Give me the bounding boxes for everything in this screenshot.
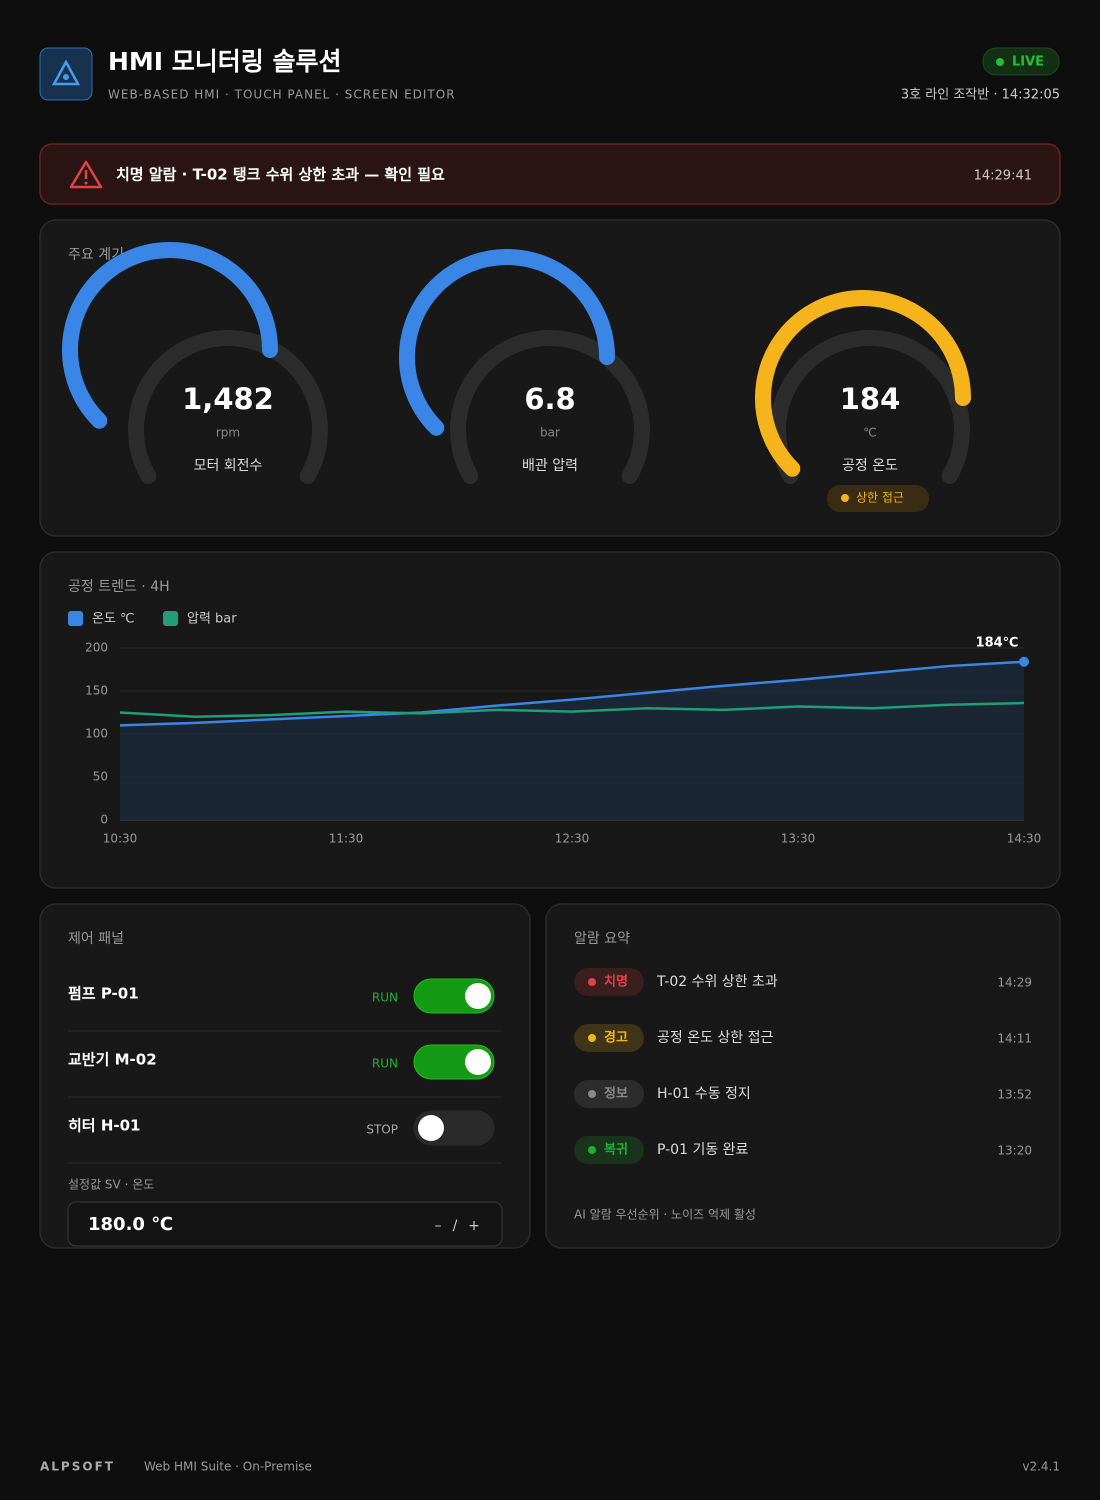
gauge-title: 주요 계기 (68, 247, 124, 263)
alarm-dot (588, 1146, 596, 1154)
alert-icon (69, 160, 103, 189)
alarm-message: H-01 수동 정지 (657, 1086, 751, 1102)
gauge-badge-dot (841, 494, 849, 502)
gauge-track (450, 330, 650, 484)
gauge-value: 6.8 (524, 382, 575, 416)
alarm-dot (588, 1090, 596, 1098)
toggle-knob (418, 1115, 444, 1141)
end-label: 184℃ (976, 635, 1019, 650)
legend-swatch (163, 611, 178, 626)
alarm-badge (574, 1080, 644, 1108)
control-name: 히터 H-01 (68, 1117, 140, 1135)
x-tick-label: 12:30 (555, 832, 590, 846)
line (119, 660, 1025, 727)
x-tick-label: 14:30 (1007, 832, 1042, 846)
live-badge (982, 47, 1060, 76)
legend-swatch (68, 611, 83, 626)
gauge-arc (399, 249, 615, 436)
gauge-value: 1,482 (182, 382, 274, 416)
gauge-unit: bar (540, 426, 560, 440)
control-state: RUN (372, 991, 398, 1005)
toggle-knob (465, 1049, 491, 1075)
control-state: STOP (366, 1123, 398, 1137)
increment-button[interactable]: + (468, 1218, 480, 1234)
alarm-level: 정보 (604, 1086, 628, 1102)
alarm-title: 알람 요약 (574, 931, 630, 947)
separator: / (453, 1218, 458, 1234)
title: HMI 모니터링 솔루션 (108, 47, 342, 76)
line (119, 701, 1025, 719)
control-panel (39, 903, 531, 1249)
alarm-badge (574, 1136, 644, 1164)
alarm-message: T-02 수위 상한 초과 (656, 974, 778, 990)
gauge-badge-text: 상한 접근 (856, 491, 904, 505)
alarm-dot (588, 978, 596, 986)
control-name: 펌프 P-01 (68, 985, 139, 1003)
alarm-level: 치명 (604, 974, 628, 990)
alarm-badge (574, 1024, 644, 1052)
footer-product: Web HMI Suite · On-Premise (144, 1460, 312, 1474)
toggle-knob (465, 983, 491, 1009)
decrement-button[interactable]: – (435, 1218, 442, 1234)
alarm-message: 공정 온도 상한 접근 (657, 1030, 774, 1046)
gauge-unit: rpm (216, 426, 240, 440)
gauge-arc (755, 290, 971, 477)
alarm-time: 13:52 (997, 1088, 1032, 1102)
logo-icon (51, 59, 81, 86)
x-tick-label: 11:30 (329, 832, 364, 846)
live-text: LIVE (1012, 55, 1044, 70)
control-title: 제어 패널 (68, 931, 124, 947)
gauge-label: 모터 회전수 (194, 458, 263, 474)
y-tick-label: 200 (85, 641, 108, 655)
x-tick-label: 10:30 (103, 832, 138, 846)
setpoint-box[interactable] (67, 1201, 503, 1247)
gauge-label: 배관 압력 (522, 458, 578, 474)
gauge-track (770, 330, 970, 484)
setpoint-label: 설정값 SV · 온도 (68, 1178, 154, 1192)
y-tick-label: 50 (93, 770, 108, 784)
legend-label: 온도 ℃ (92, 612, 135, 627)
end-point (1019, 656, 1029, 667)
alarm-level: 경고 (604, 1030, 628, 1046)
logo-dot (63, 74, 69, 80)
alarm-badge (574, 968, 644, 996)
control-state: RUN (372, 1057, 398, 1071)
footer-version: v2.4.1 (1022, 1460, 1060, 1474)
y-tick-label: 0 (100, 813, 108, 827)
alarm-level: 복귀 (604, 1142, 628, 1158)
control-name: 교반기 M-02 (68, 1051, 157, 1069)
alert-icon-dot (84, 181, 88, 185)
alarm-footnote: AI 알람 우선순위 · 노이즈 억제 활성 (574, 1208, 756, 1222)
alert-time: 14:29:41 (974, 169, 1032, 184)
y-tick-label: 150 (85, 684, 108, 698)
gauge-track (128, 330, 328, 484)
alarm-time: 14:11 (997, 1032, 1032, 1046)
gauge-label: 공정 온도 (842, 458, 898, 474)
alarm-time: 13:20 (997, 1144, 1032, 1158)
area (120, 661, 1024, 820)
subtitle: WEB-BASED HMI · TOUCH PANEL · SCREEN EDI… (108, 88, 456, 102)
gauge-panel (39, 219, 1061, 537)
alarm-message: P-01 기동 완료 (657, 1142, 749, 1158)
gauge-value: 184 (840, 382, 901, 416)
setpoint-value: 180.0 ℃ (88, 1214, 173, 1235)
x-tick-label: 13:30 (781, 832, 816, 846)
alert-message: 치명 알람 · T-02 탱크 수위 상한 초과 — 확인 필요 (116, 166, 445, 184)
legend-label: 압력 bar (187, 612, 237, 627)
gauge-badge (827, 485, 929, 512)
alarm-dot (588, 1034, 596, 1042)
alarm-panel (545, 903, 1061, 1249)
live-dot (996, 58, 1004, 66)
alarm-time: 14:29 (997, 976, 1032, 990)
gauge-unit: ℃ (863, 426, 876, 440)
alert-banner (39, 143, 1061, 205)
footer-brand: ALPSOFT (40, 1460, 115, 1474)
gauge-arc (62, 242, 278, 429)
chart-title: 공정 트렌드 · 4H (68, 579, 170, 595)
station: 3호 라인 조작반 · 14:32:05 (901, 88, 1060, 103)
y-tick-label: 100 (85, 727, 108, 741)
